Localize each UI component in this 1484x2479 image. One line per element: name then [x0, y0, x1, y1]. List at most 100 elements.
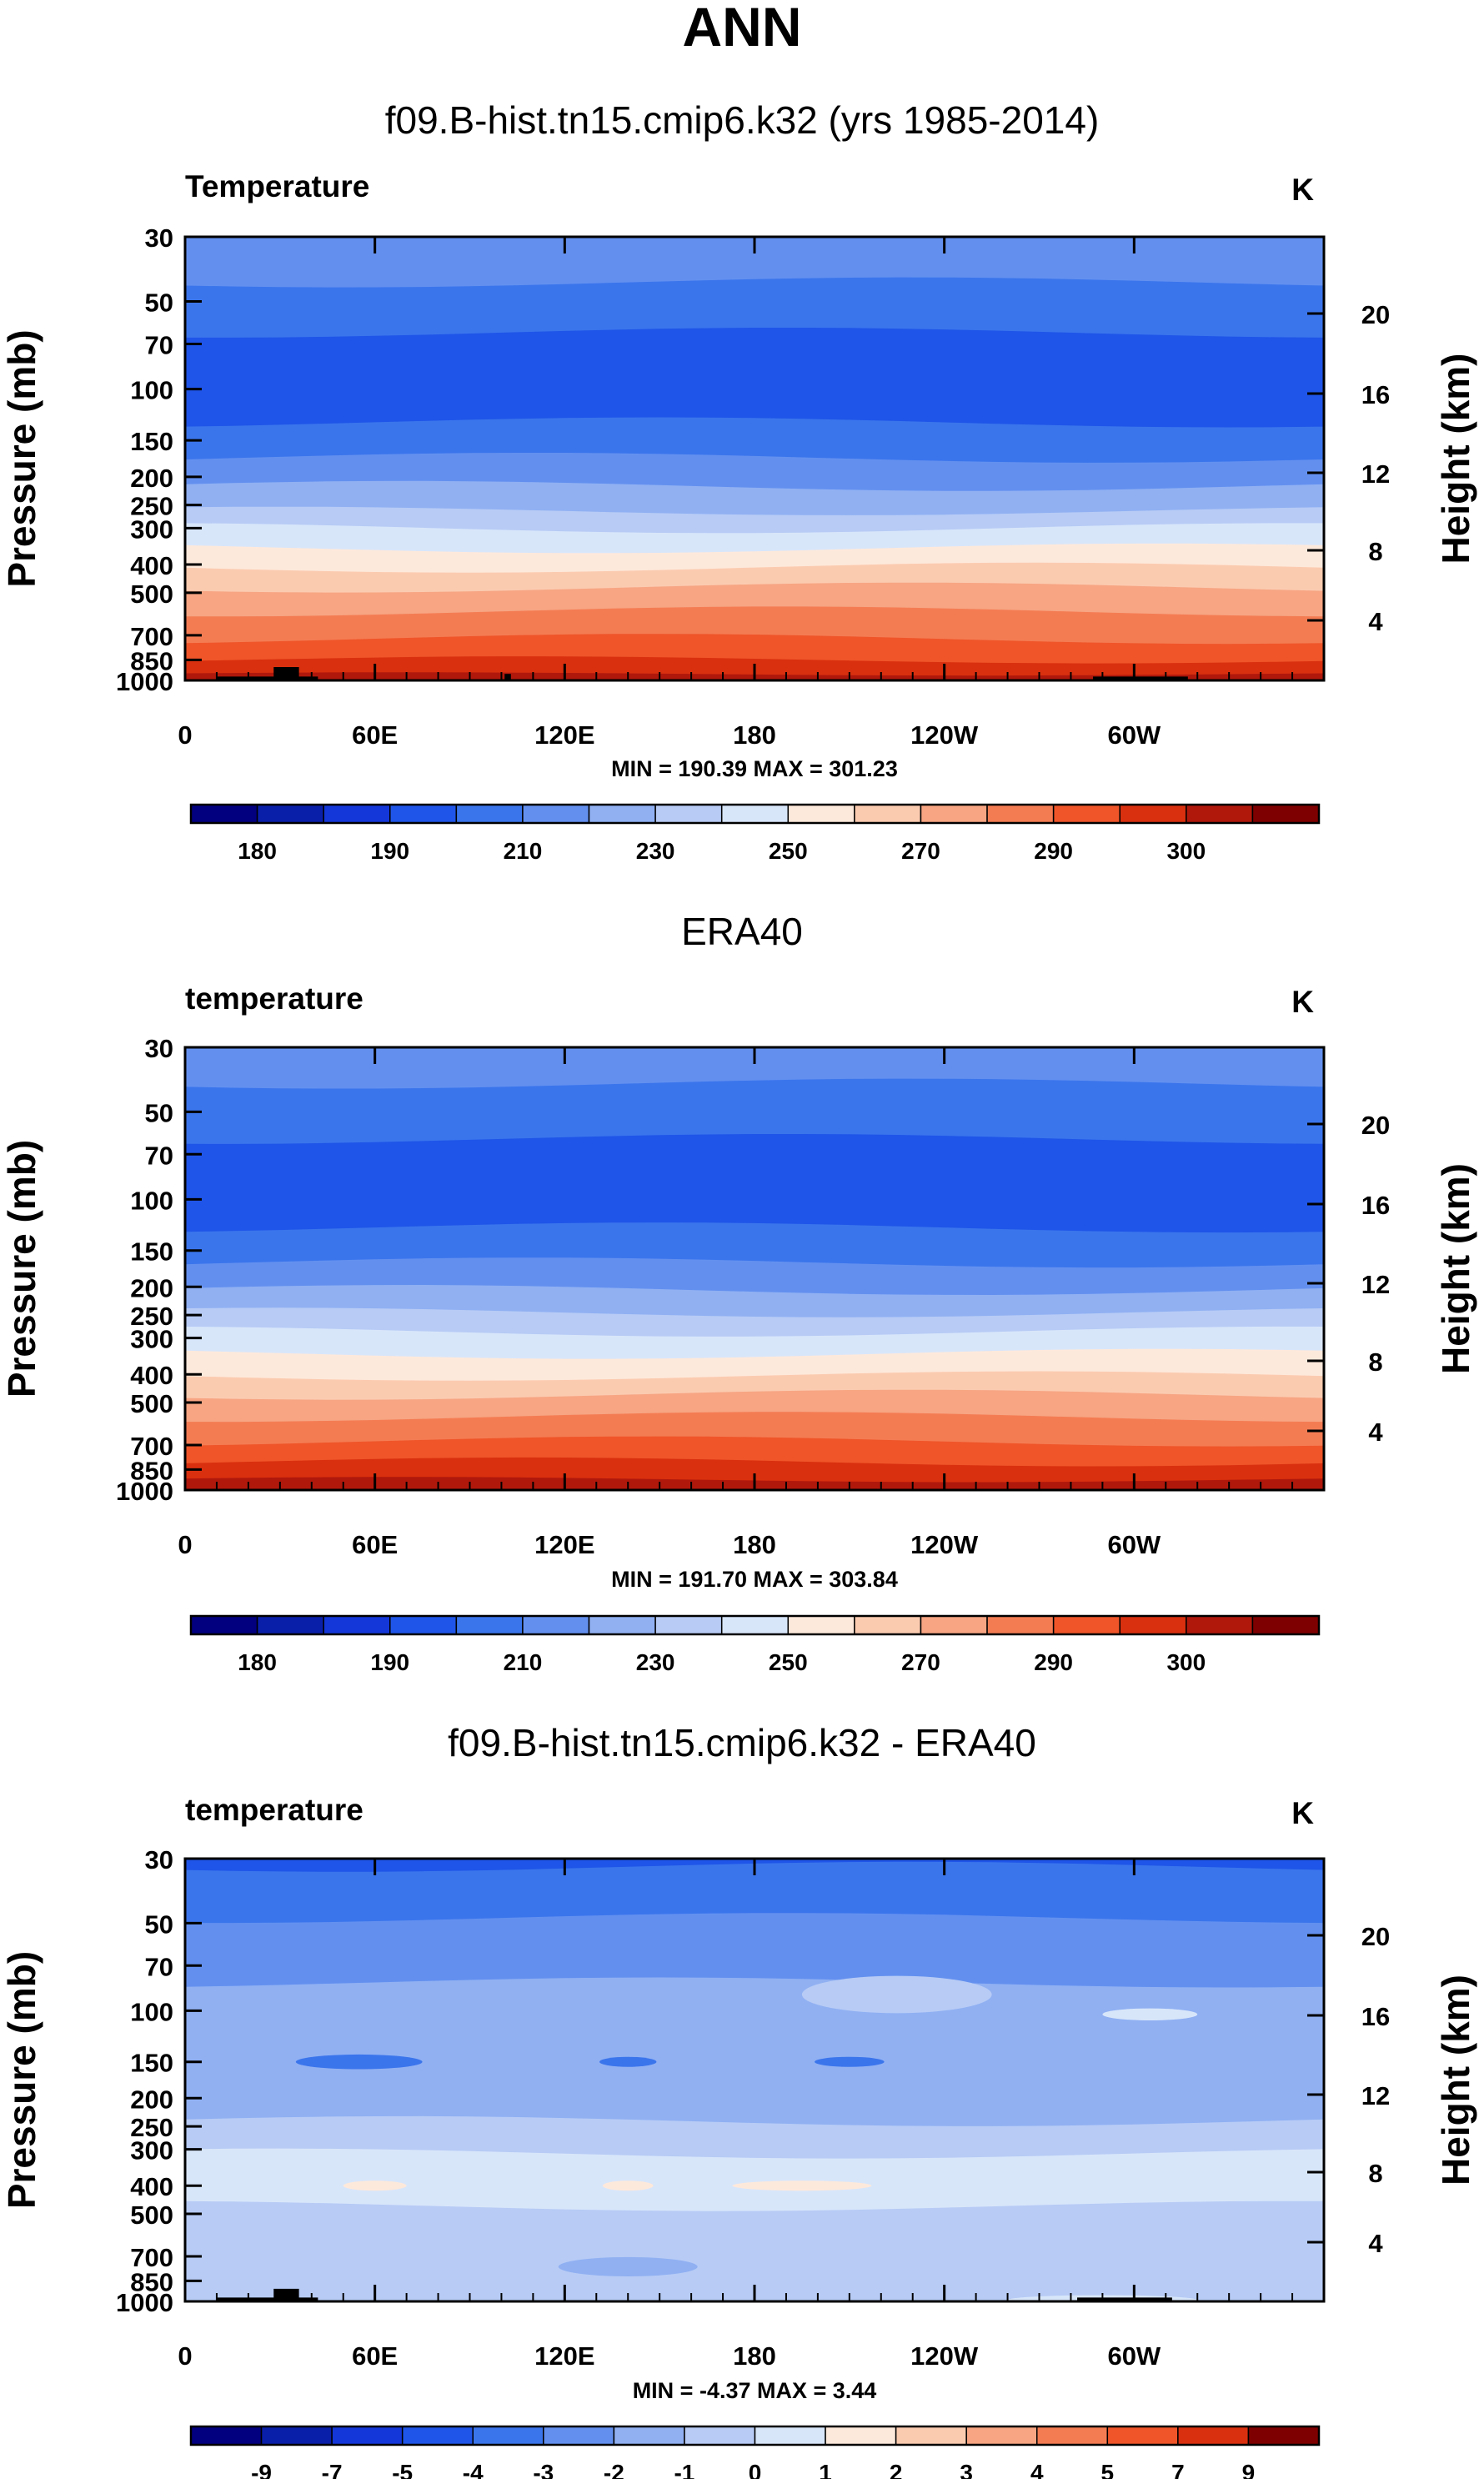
- y-tick-label: 250: [130, 1302, 173, 1331]
- contour-patch: [295, 2054, 423, 2070]
- colorbar-swatch: [389, 1615, 458, 1635]
- x-tick-label: 60E: [352, 720, 398, 750]
- height-tick-label: 8: [1368, 1347, 1382, 1377]
- colorbar-swatch: [1052, 1615, 1121, 1635]
- height-tick-label: 20: [1361, 1922, 1390, 1951]
- x-tick-label: 120W: [910, 1530, 979, 1559]
- colorbar-swatch: [1036, 2426, 1109, 2446]
- x-tick-label: 0: [178, 1530, 192, 1559]
- terrain-mask: [1093, 676, 1188, 680]
- colorbar-label: 1: [819, 2460, 832, 2479]
- x-tick-label: 60W: [1107, 720, 1161, 750]
- colorbar-label: 250: [769, 1649, 808, 1675]
- y-tick-label: 700: [130, 2243, 173, 2272]
- colorbar-swatch: [1186, 804, 1254, 824]
- colorbar-swatch: [720, 1615, 790, 1635]
- panel-title: ERA40: [681, 910, 803, 953]
- x-tick-label: 0: [178, 720, 192, 750]
- colorbar-label: -4: [463, 2460, 484, 2479]
- y-tick-label: 300: [130, 514, 173, 544]
- x-tick-label: 60E: [352, 1530, 398, 1559]
- y-tick-label: 250: [130, 492, 173, 521]
- terrain-mask: [504, 674, 511, 680]
- colorbar-swatch: [1251, 1615, 1320, 1635]
- colorbar: -9 -7 -5 -4 -3 -2 -1 0 1 2 3 4 5 7 9: [189, 2425, 1321, 2479]
- height-tick-label: 20: [1361, 300, 1390, 329]
- chart-panel-1: f09.B-hist.tn15.cmip6.k32 (yrs 1985-2014…: [0, 98, 1477, 864]
- height-tick-label: 4: [1368, 1418, 1383, 1447]
- contour-patch: [815, 2056, 885, 2067]
- height-tick-label: 16: [1361, 380, 1390, 409]
- y-tick-label: 70: [145, 1141, 173, 1170]
- stats-text: MIN = 191.70 MAX = 303.84: [611, 1567, 898, 1592]
- x-tick-label: 180: [733, 1530, 776, 1559]
- y-tick-label: 850: [130, 646, 173, 675]
- y-tick-label: 300: [130, 2136, 173, 2165]
- contour-band: [185, 1977, 1324, 2037]
- colorbar-swatch: [455, 804, 524, 824]
- y-tick-label: 300: [130, 1325, 173, 1354]
- terrain-mask: [216, 676, 318, 680]
- contour-field: [185, 1047, 1324, 1490]
- colorbar-label: 4: [1030, 2460, 1044, 2479]
- colorbar-label: 290: [1034, 838, 1073, 864]
- colorbar-label: 300: [1166, 1649, 1206, 1675]
- y-tick-label: 70: [145, 1952, 173, 1981]
- colorbar-label: 290: [1034, 1649, 1073, 1675]
- colorbar-swatch: [986, 1615, 1055, 1635]
- colorbar-label: 180: [238, 1649, 277, 1675]
- colorbar-swatch: [256, 804, 324, 824]
- colorbar-label: 190: [370, 838, 409, 864]
- colorbar-swatch: [522, 1615, 590, 1635]
- y-tick-label: 500: [130, 1389, 173, 1418]
- colorbar-label: 190: [370, 1649, 409, 1675]
- colorbar-label: 230: [636, 838, 675, 864]
- colorbar-swatch: [323, 1615, 391, 1635]
- colorbar-label: 270: [901, 1649, 940, 1675]
- colorbar-swatch: [720, 804, 790, 824]
- panel-title: f09.B-hist.tn15.cmip6.k32 - ERA40: [448, 1721, 1036, 1764]
- x-tick-label: 120E: [534, 1530, 594, 1559]
- y-tick-label: 500: [130, 580, 173, 609]
- colorbar-swatch: [256, 1615, 324, 1635]
- x-tick-label: 120E: [534, 2341, 594, 2371]
- contour-band: [185, 2200, 1324, 2301]
- colorbar-swatch: [190, 804, 258, 824]
- colorbar-label: -9: [251, 2460, 272, 2479]
- x-tick-label: 0: [178, 2341, 192, 2371]
- height-tick-label: 8: [1368, 2159, 1382, 2188]
- contour-band: [185, 277, 1324, 341]
- colorbar-swatch: [588, 1615, 656, 1635]
- terrain-mask: [1077, 2297, 1172, 2301]
- colorbar: 180 190 210 230 250 270 290 300: [189, 803, 1321, 864]
- y-axis-label-right: Height (km): [1434, 1163, 1477, 1374]
- height-tick-label: 12: [1361, 1270, 1390, 1299]
- x-tick-label: 120W: [910, 2341, 979, 2371]
- chart-panel-3: f09.B-hist.tn15.cmip6.k32 - ERA40 tempera…: [0, 1721, 1477, 2479]
- y-tick-label: 150: [130, 1237, 173, 1267]
- y-tick-label: 200: [130, 2085, 173, 2114]
- colorbar-swatch: [787, 804, 855, 824]
- colorbar-swatch: [965, 2426, 1038, 2446]
- colorbar-label: -5: [392, 2460, 413, 2479]
- colorbar-swatch: [613, 2426, 685, 2446]
- y-tick-label: 100: [130, 376, 173, 405]
- y-tick-label: 150: [130, 427, 173, 456]
- contour-patch: [343, 2180, 407, 2191]
- y-tick-label: 400: [130, 551, 173, 580]
- left-string: Temperature: [185, 169, 369, 203]
- colorbar-swatch: [920, 1615, 988, 1635]
- colorbar-frame: [189, 1614, 1321, 1636]
- colorbar-label: 210: [504, 1649, 543, 1675]
- contour-patch: [558, 2256, 698, 2276]
- colorbar-frame: [189, 2425, 1321, 2446]
- y-tick-label: 1000: [116, 667, 173, 696]
- height-tick-label: 4: [1368, 2229, 1383, 2258]
- colorbar-label: -1: [674, 2460, 694, 2479]
- y-tick-label: 400: [130, 1361, 173, 1390]
- x-tick-label: 60E: [352, 2341, 398, 2371]
- colorbar: 180 190 210 230 250 270 290 300: [189, 1614, 1321, 1675]
- y-tick-label: 1000: [116, 2288, 173, 2317]
